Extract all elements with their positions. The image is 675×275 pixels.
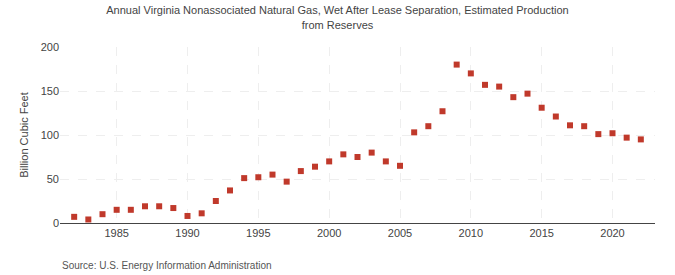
svg-text:0: 0 [53,217,59,229]
svg-text:200: 200 [41,41,59,53]
svg-text:150: 150 [41,85,59,97]
svg-text:2010: 2010 [459,227,483,239]
svg-text:1990: 1990 [175,227,199,239]
svg-text:2000: 2000 [317,227,341,239]
svg-text:2015: 2015 [529,227,553,239]
svg-text:Source: U.S. Energy Informatio: Source: U.S. Energy Information Administ… [62,260,272,271]
svg-text:2020: 2020 [600,227,624,239]
svg-text:Billion Cubic Feet: Billion Cubic Feet [18,92,30,178]
svg-text:2005: 2005 [388,227,412,239]
svg-text:Annual Virginia Nonassociated: Annual Virginia Nonassociated Natural Ga… [106,4,568,30]
svg-text:50: 50 [47,173,59,185]
svg-text:1985: 1985 [104,227,128,239]
svg-text:100: 100 [41,129,59,141]
svg-text:1995: 1995 [246,227,270,239]
